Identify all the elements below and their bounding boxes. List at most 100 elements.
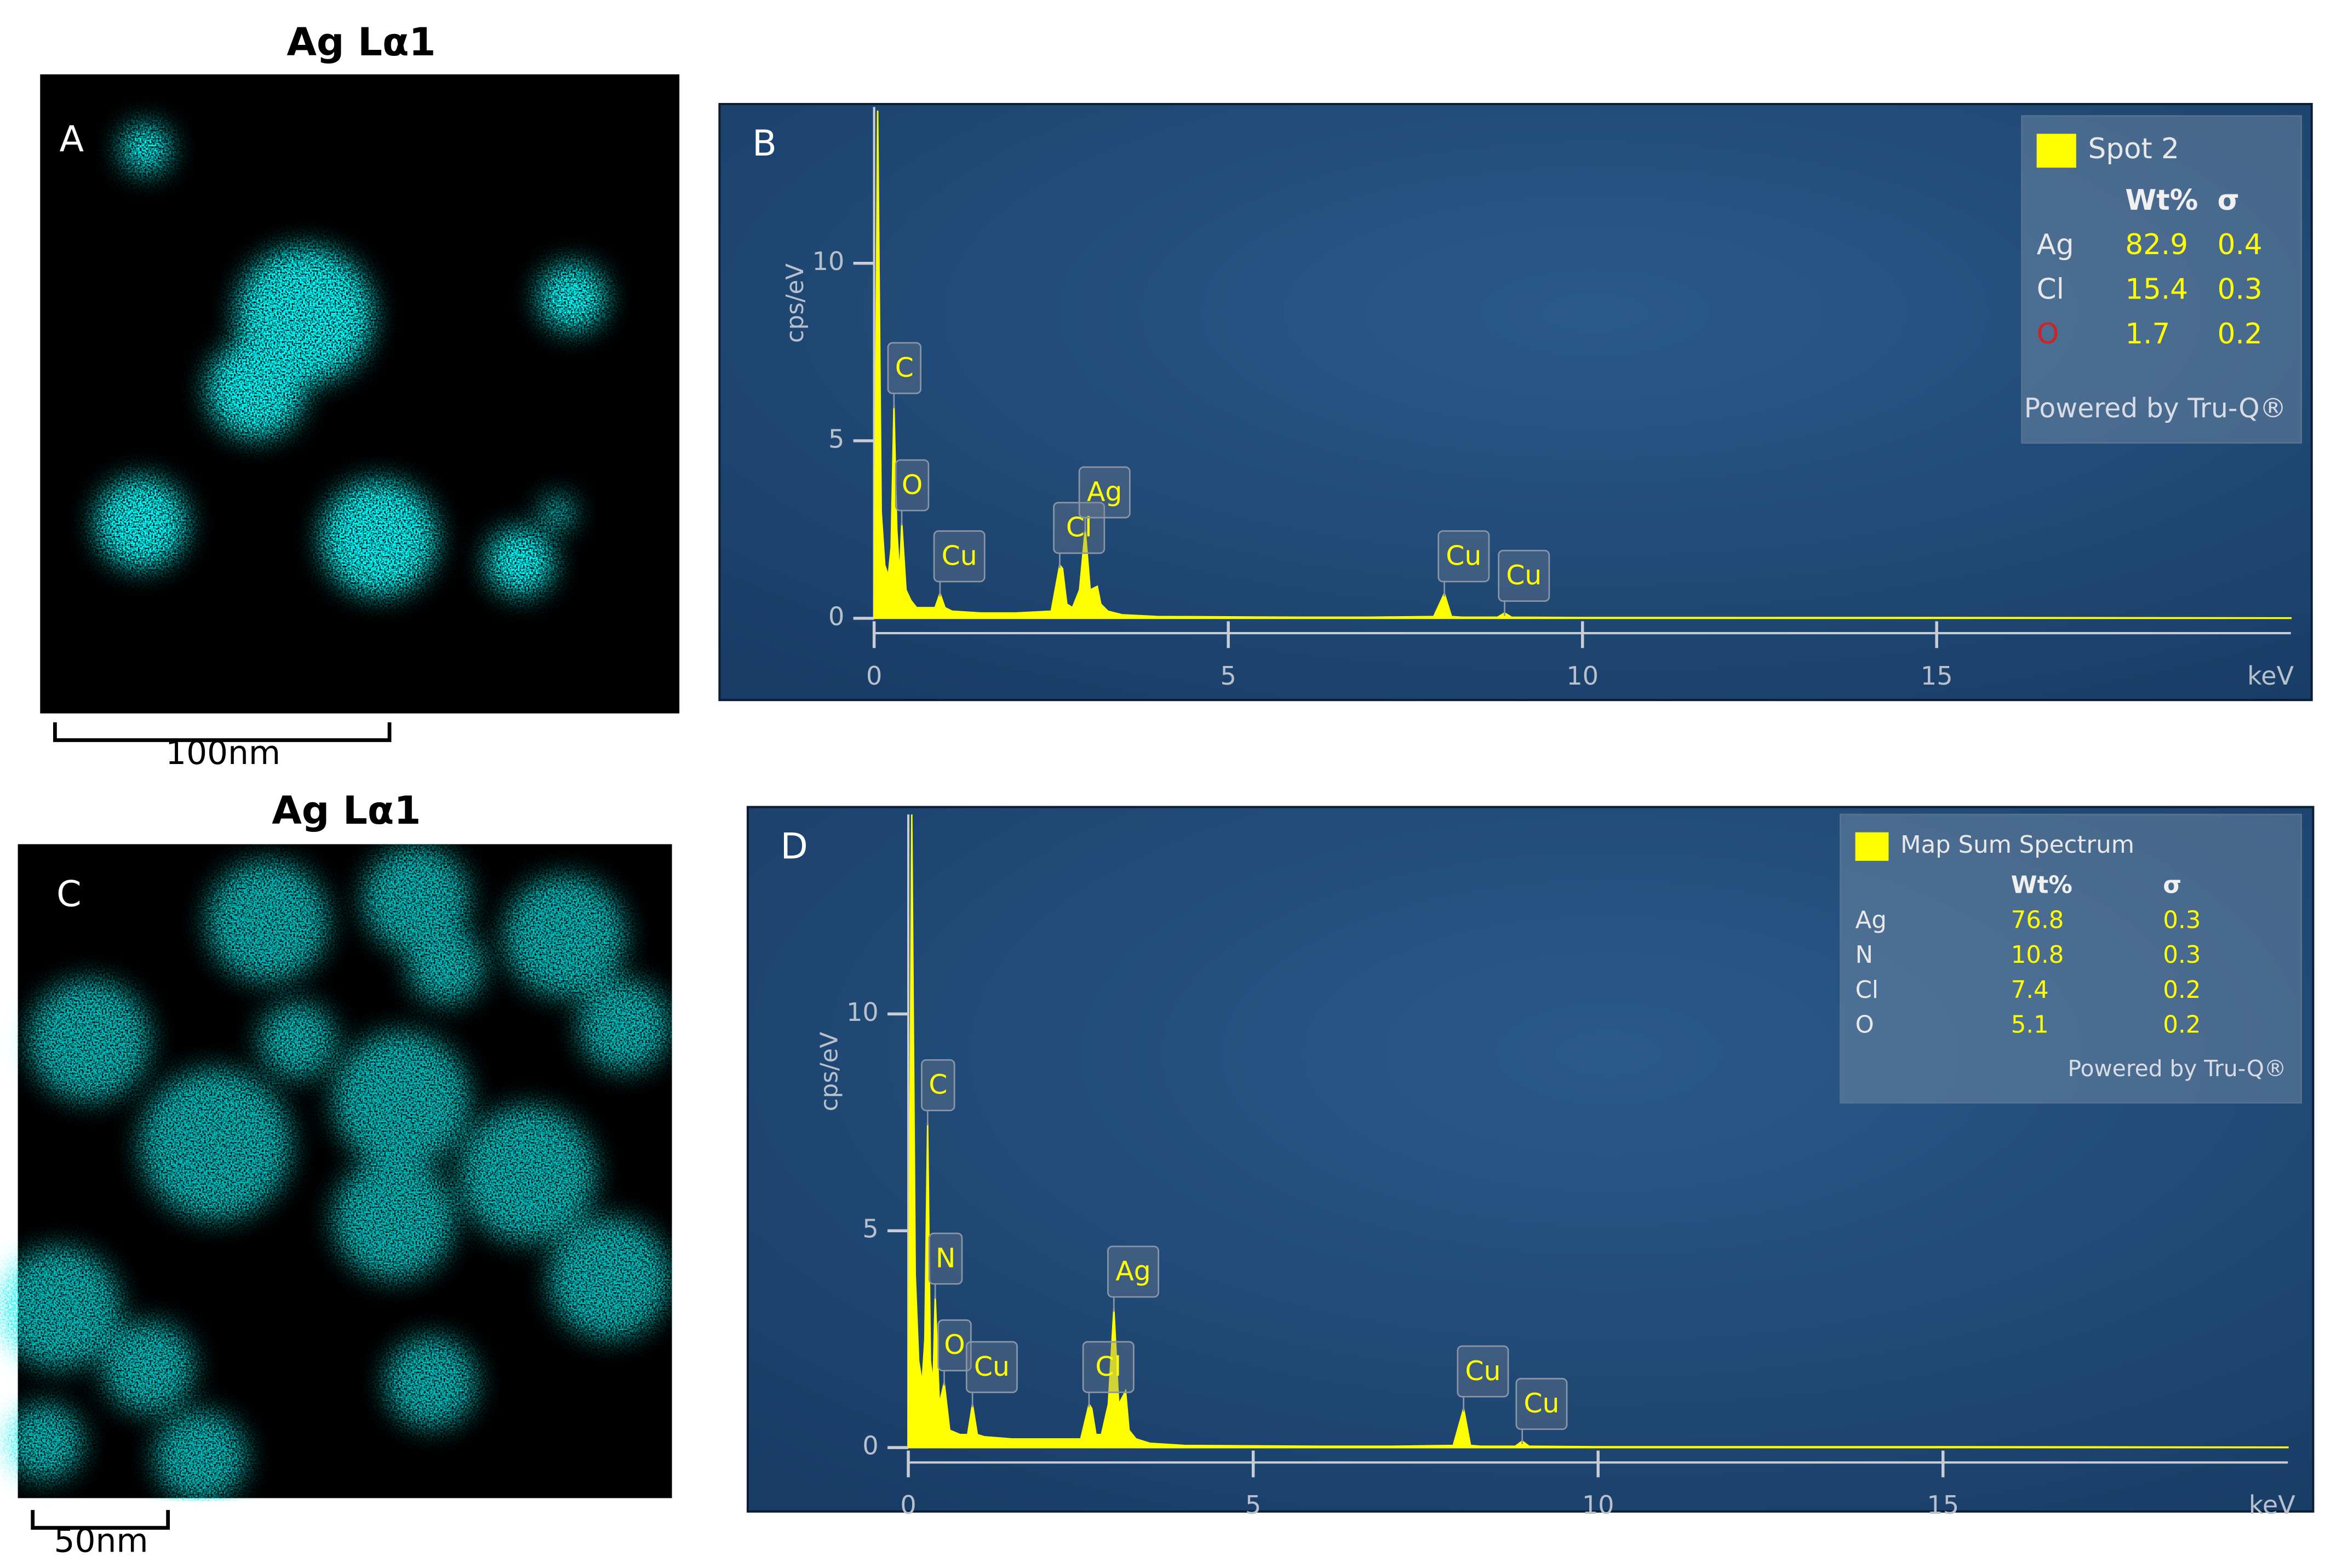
sigma: 0.2 (2163, 977, 2201, 1004)
element: O (2037, 318, 2059, 351)
map-title: Ag Lα1 (287, 20, 436, 65)
peak-label-box (1107, 1245, 1160, 1298)
sigma: 0.3 (2163, 906, 2201, 934)
map-a-signal (96, 124, 605, 595)
peak-label-box (895, 459, 930, 512)
spectrum (907, 814, 2289, 1449)
legend-footer: Powered by Tru-Q® (2024, 393, 2287, 424)
panel-letter: D (781, 826, 808, 868)
wt-percent: 1.7 (2125, 318, 2170, 351)
peak-label: Cl (1095, 1351, 1121, 1382)
wt-percent: 10.8 (2011, 941, 2064, 969)
x-tick-label: 10 (1582, 1490, 1614, 1520)
scale-bar (31, 1510, 170, 1530)
y-tick-label: 0 (828, 601, 844, 631)
spectrum-chart: B 0 5 10 0 5 10 15 keV cps/eV C O Cu Cl Ag Cu Cu Spot 2 Wt… (718, 102, 2313, 702)
y-axis-label: cps/eV (782, 263, 809, 343)
map-a (40, 74, 680, 714)
y-tick-label: 10 (846, 997, 879, 1027)
peak-label: Cu (1506, 560, 1542, 591)
map-labels: Ag Lα1 A 100nm Ag Lα1 C 50nm (54, 20, 436, 1560)
element: Cl (2037, 273, 2064, 306)
element: Ag (2037, 228, 2074, 261)
element: N (1855, 941, 1873, 969)
legend-swatch (2036, 134, 2076, 168)
panel-letter: A (60, 119, 84, 160)
peak-label-box (887, 342, 922, 394)
x-tick-label: 0 (900, 1490, 916, 1520)
peak-label-box (965, 1341, 1018, 1393)
spectrum-chart: D 0 5 10 0 5 10 15 keV cps/eV C N O Cu Cl Ag Cu Cu Map Sum… (746, 806, 2315, 1520)
y-tick-label: 5 (828, 424, 844, 453)
column-header: σ (2163, 872, 2181, 899)
panel-letter: C (56, 874, 81, 915)
scale-label: 50nm (54, 1522, 148, 1560)
legend-swatch (1855, 832, 1889, 861)
peak-label-box (1078, 466, 1131, 519)
sigma: 0.3 (2218, 273, 2263, 306)
peak-label-box (921, 1059, 955, 1111)
x-axis-label: keV (2249, 1490, 2295, 1520)
column-header: Wt% (2011, 872, 2072, 899)
peak-label: Cu (1465, 1356, 1500, 1387)
scale-bar (53, 722, 392, 742)
peak-label: Ag (1087, 476, 1122, 508)
wt-percent: 76.8 (2011, 906, 2064, 934)
column-header: Wt% (2125, 184, 2198, 217)
y-tick-label: 5 (862, 1214, 878, 1244)
element: Cl (1855, 977, 1878, 1004)
y-tick-label: 0 (862, 1431, 878, 1461)
sigma: 0.4 (2218, 228, 2263, 261)
peak-label-box (1515, 1377, 1568, 1430)
peak-label: O (944, 1329, 965, 1360)
wt-percent: 82.9 (2125, 228, 2188, 261)
legend-box (2021, 115, 2303, 444)
peak-label-box (1457, 1345, 1509, 1398)
peak-label: C (929, 1069, 947, 1100)
legend-entry: Map Sum Spectrum (1900, 831, 2134, 859)
wt-percent: 15.4 (2125, 273, 2188, 306)
legend-footer: Powered by Tru-Q® (2068, 1055, 2287, 1082)
y-tick-label: 10 (812, 246, 845, 276)
wt-percent: 5.1 (2011, 1012, 2049, 1039)
peak-label: Cu (1524, 1388, 1559, 1419)
peak-label-box (1437, 530, 1490, 583)
x-tick-label: 5 (1245, 1490, 1261, 1520)
map-title: Ag Lα1 (272, 788, 421, 833)
wt-percent: 7.4 (2011, 977, 2049, 1004)
element: O (1855, 1012, 1874, 1039)
peak-label: Ag (1115, 1256, 1150, 1287)
x-tick-label: 0 (866, 661, 882, 691)
x-tick-label: 15 (1927, 1490, 1959, 1520)
legend-entry: Spot 2 (2088, 133, 2179, 165)
element: Ag (1855, 906, 1887, 934)
sigma: 0.2 (2163, 1012, 2201, 1039)
chart-background (746, 806, 2315, 1513)
peak-label-box (928, 1232, 963, 1285)
x-tick-label: 5 (1220, 661, 1236, 691)
peak-label: Cu (974, 1351, 1010, 1382)
peak-label: C (895, 352, 914, 383)
sigma: 0.3 (2163, 941, 2201, 969)
map-c-signal (0, 847, 669, 1501)
y-axis-label: cps/eV (816, 1032, 843, 1111)
peak-label-box (1498, 549, 1550, 602)
column-header: σ (2218, 184, 2240, 217)
x-tick-label: 15 (1921, 661, 1953, 691)
x-tick-label: 10 (1566, 661, 1599, 691)
peak-label-box (937, 1319, 972, 1372)
scale-label: 100nm (165, 734, 280, 772)
peak-label-box (1082, 1341, 1135, 1393)
x-axis-label: keV (2247, 661, 2294, 691)
sigma: 0.2 (2218, 318, 2263, 351)
peak-label-box (933, 530, 986, 583)
peak-label: Cu (942, 540, 977, 571)
peak-label: N (936, 1243, 956, 1274)
peak-label: Cu (1446, 540, 1481, 571)
legend-box (1840, 813, 2303, 1104)
panel-letter: B (752, 123, 777, 164)
peak-label: O (902, 469, 923, 501)
spectrum (873, 110, 2292, 619)
